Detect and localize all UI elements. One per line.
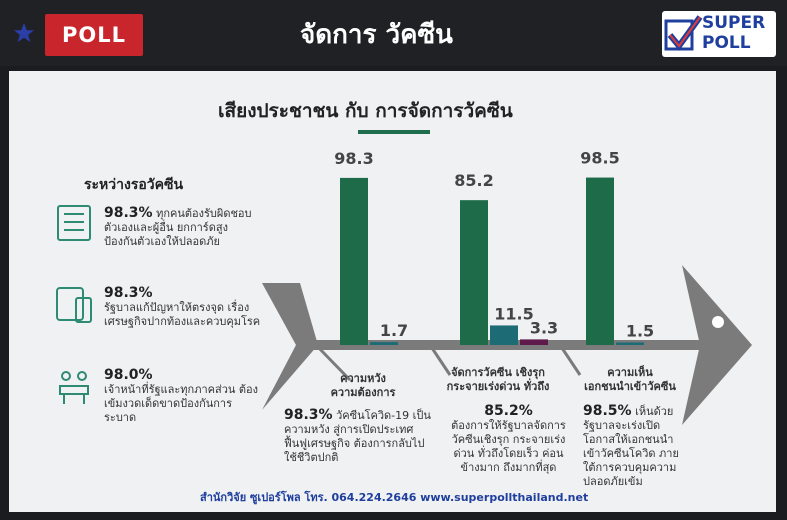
left-item-3-text: เจ้าหน้าที่รัฐและทุกภาคส่วน ต้องเข้มงวดเ… [104,383,259,424]
bar-g1-s2 [370,342,398,345]
description-2-text: ต้องการให้รัฐบาลจัดการวัคซีนเชิงรุก กระจ… [451,419,566,474]
bar-value-label-g2-s2: 11.5 [494,304,533,323]
left-section-header: ระหว่างรอวัคซีน [84,177,184,193]
left-item-2-text: รัฐบาลแก้ปัญหาให้ตรงจุด เรื่องเศรษฐกิจปา… [104,301,261,328]
left-item-3: 98.0% เจ้าหน้าที่รัฐและทุกภาคส่วน ต้องเข้… [104,368,264,425]
bar-g3-s2 [616,342,644,345]
bar-g2-s2 [490,325,518,345]
left-item-1-pct: 98.3% [104,205,153,221]
page-title: จัดการ วัคซีน [300,20,453,50]
fish-tail-shape [262,283,318,410]
bar-value-label-g2-s1: 85.2 [454,171,493,190]
logo-text-poll: POLL [702,33,751,53]
footer-contact: สำนักวิจัย ซูเปอร์โพล โทร. 064.224.2646 … [200,491,589,504]
checkmark-icon [664,15,703,51]
title-underline [358,130,430,134]
description-2: 85.2% ต้องการให้รัฐบาลจัดการวัคซีนเชิงรุก… [446,404,571,475]
devices-icon [56,287,92,323]
bar-g2-s1 [460,200,488,345]
fish-rib [428,344,452,376]
bar-value-label-g3-s1: 98.5 [580,149,619,168]
left-item-2-pct: 98.3% [104,285,153,301]
logo-text-super: SUPER [702,13,766,33]
bar-value-label-g1-s2: 1.7 [380,321,408,340]
meeting-icon [59,371,89,404]
fish-rib [314,343,352,382]
category-label-1: ความหวัง ความต้องการ [318,372,408,400]
bar-g3-s1 [586,177,614,345]
description-3-text: เห็นด้วย รัฐบาลจะเร่งเปิดโอกาสให้เอกชนนำ… [583,405,679,488]
category-label-3-text: ความเห็น เอกชนนำเข้าวัคซีน [584,366,676,393]
fish-rib [558,344,582,376]
bar-g2-s3 [520,339,548,345]
left-item-1: 98.3% ทุกคนต้องรับผิดชอบตัวเองและผู้อื่น… [104,206,264,249]
left-item-1-text: ทุกคนต้องรับผิดชอบตัวเองและผู้อื่น ยกการ… [104,207,252,248]
checklist-icon [57,205,91,241]
category-label-3: ความเห็น เอกชนนำเข้าวัคซีน [580,366,680,394]
description-3-pct: 98.5% [583,403,632,419]
star-icon [13,22,35,43]
chart-title: เสียงประชาชน กับ การจัดการวัคซีน [218,100,513,122]
category-label-1-text: ความหวัง ความต้องการ [330,372,396,399]
bar-value-label-g1-s1: 98.3 [334,149,373,168]
bar-value-label-g2-s3: 3.3 [530,318,558,337]
left-item-3-pct: 98.0% [104,367,153,383]
description-3: 98.5% เห็นด้วย รัฐบาลจะเร่งเปิดโอกาสให้เ… [583,404,688,489]
category-label-2-text: จัดการวัคซีน เชิงรุก กระจายเร่งด่วน ทั่ว… [446,366,550,393]
description-1-text: วัคซีนโควิด-19 เป็นความหวัง สู่การเปิดปร… [284,409,431,464]
category-label-2: จัดการวัคซีน เชิงรุก กระจายเร่งด่วน ทั่ว… [428,366,568,394]
description-1: 98.3% วัคซีนโควิด-19 เป็นความหวัง สู่การ… [284,408,434,465]
content-panel [9,71,776,512]
description-1-pct: 98.3% [284,407,333,423]
fish-eye [712,316,724,328]
bar-value-label-g3-s2: 1.5 [626,321,654,340]
super-poll-logo: SUPER POLL [662,11,776,57]
poll-badge: POLL [45,14,143,56]
left-item-2: 98.3% รัฐบาลแก้ปัญหาให้ตรงจุด เรื่องเศรษฐ… [104,286,264,329]
description-2-pct: 85.2% [484,403,533,419]
bar-g1-s1 [340,177,368,345]
fish-head-shape [682,265,752,425]
